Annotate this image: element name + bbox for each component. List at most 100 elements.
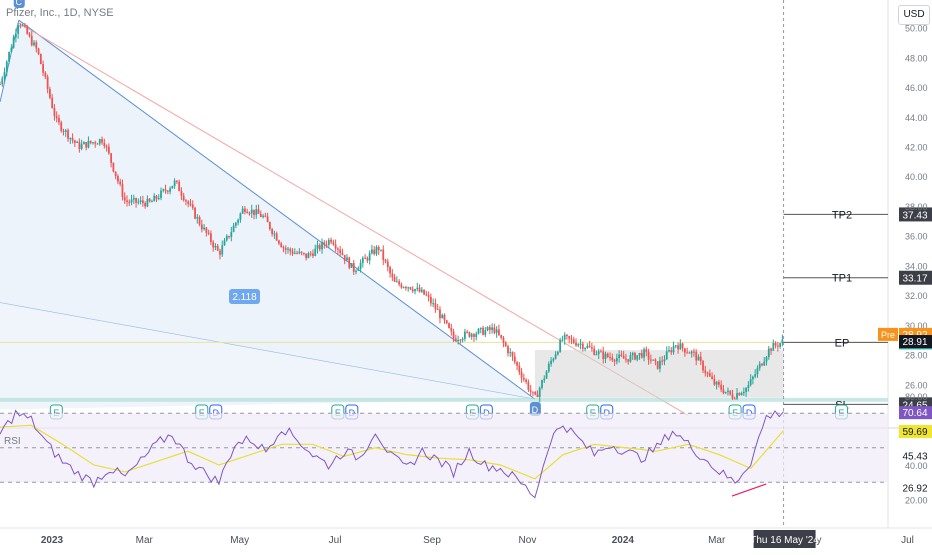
candle-body	[572, 339, 575, 343]
candle-body	[346, 257, 348, 261]
candle-body	[699, 356, 702, 362]
rsi-tag-ma: 59.69	[902, 427, 927, 438]
harmonic-pattern-fill	[0, 20, 535, 400]
candle-body	[425, 294, 428, 296]
candle-body	[164, 189, 167, 191]
candle-body	[513, 356, 516, 363]
candle-body	[5, 61, 8, 73]
candle-body	[334, 244, 337, 249]
event-letter-d: D	[604, 408, 611, 418]
candle-body	[332, 242, 335, 245]
candle-body	[479, 327, 482, 330]
candle-body	[117, 176, 119, 182]
candle-body	[656, 361, 659, 369]
candle-body	[42, 64, 44, 73]
candle-body	[361, 257, 364, 263]
candle-body	[110, 153, 113, 163]
candle-body	[500, 334, 503, 338]
candle-body	[661, 360, 664, 362]
candle-body	[461, 338, 464, 341]
candle-body	[463, 331, 466, 339]
candle-body	[196, 217, 199, 219]
candle-body	[482, 327, 484, 335]
candle-body	[697, 356, 700, 361]
candle-body	[182, 195, 185, 201]
candle-body	[708, 373, 711, 377]
candle-body	[132, 198, 135, 200]
candle-body	[602, 351, 605, 360]
candle-body	[298, 251, 301, 254]
candle-body	[640, 353, 643, 358]
event-letter-d: D	[746, 408, 753, 418]
candle-body	[776, 345, 779, 347]
candle-body	[429, 296, 432, 304]
candle-body	[121, 184, 124, 198]
candle-body	[643, 349, 645, 358]
candle-body	[228, 235, 230, 238]
candle-body	[559, 339, 562, 352]
candle-body	[169, 188, 171, 192]
candle-body	[511, 352, 514, 357]
candle-body	[114, 171, 117, 177]
candle-body	[368, 253, 371, 261]
candle-body	[756, 368, 759, 375]
candle-body	[758, 363, 761, 369]
candle-body	[405, 287, 407, 289]
candle-body	[153, 195, 156, 202]
candle-body	[631, 352, 634, 356]
candle-body	[166, 190, 169, 192]
candle-body	[94, 142, 97, 144]
candle-body	[123, 197, 126, 201]
candle-body	[187, 201, 190, 204]
candle-body	[203, 227, 206, 230]
candle-body	[78, 142, 81, 149]
candle-body	[210, 233, 212, 243]
time-axis-label: Jul	[901, 535, 914, 546]
candle-body	[266, 216, 269, 223]
candle-body	[316, 244, 319, 249]
price-tick: 26.00	[905, 380, 928, 390]
candle-body	[391, 273, 394, 278]
price-tick: 36.00	[905, 232, 928, 242]
candle-body	[504, 342, 507, 347]
candle-body	[58, 117, 60, 123]
candle-body	[577, 344, 580, 346]
candle-body	[275, 233, 278, 241]
candle-body	[525, 379, 528, 383]
candle-body	[432, 303, 435, 305]
candle-body	[627, 359, 630, 362]
candle-body	[570, 338, 573, 340]
candle-body	[711, 376, 713, 379]
candle-body	[459, 339, 462, 341]
candle-body	[291, 251, 294, 254]
level-tag-tp1: 33.17	[902, 274, 927, 285]
currency-button[interactable]: USD	[898, 5, 930, 25]
candle-body	[473, 334, 475, 337]
candle-body	[713, 378, 716, 385]
candle-body	[450, 328, 453, 332]
candle-body	[761, 363, 763, 366]
candle-body	[561, 339, 564, 341]
candle-body	[706, 372, 709, 374]
candle-body	[454, 338, 457, 341]
candle-body	[280, 243, 283, 248]
candle-body	[255, 209, 258, 215]
candle-body	[595, 354, 598, 356]
candle-body	[300, 251, 303, 253]
price-tick: 46.00	[905, 83, 928, 93]
candle-body	[364, 257, 367, 259]
candle-body	[527, 382, 530, 390]
candle-body	[28, 33, 31, 36]
candle-body	[244, 208, 246, 212]
price-tick: 38.00	[905, 202, 928, 212]
candle-body	[273, 233, 276, 235]
candle-body	[484, 330, 487, 335]
candle-body	[622, 355, 625, 359]
rsi-tag-mid: 45.43	[902, 452, 927, 463]
candle-body	[30, 35, 33, 46]
candle-body	[395, 281, 398, 283]
candle-body	[107, 146, 110, 154]
candle-body	[389, 267, 391, 274]
